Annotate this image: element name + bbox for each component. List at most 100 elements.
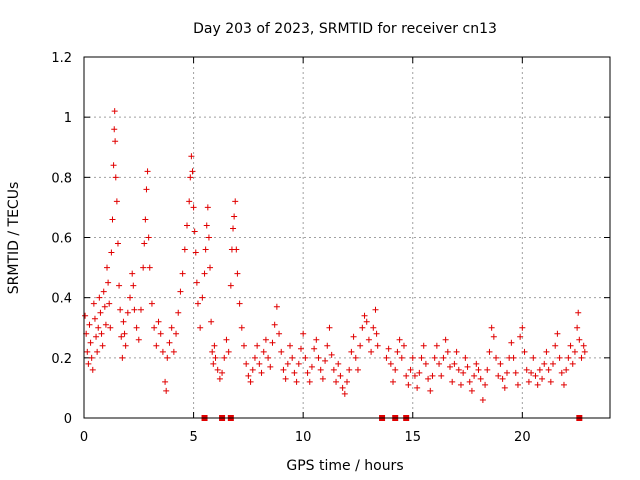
data-point <box>234 270 241 277</box>
data-point <box>82 312 89 319</box>
data-point <box>267 363 274 370</box>
data-point <box>297 345 304 352</box>
data-point <box>501 384 508 391</box>
data-point <box>86 321 93 328</box>
data-point <box>407 366 414 373</box>
data-point <box>137 306 144 313</box>
data-point <box>87 339 94 346</box>
data-point <box>232 198 239 205</box>
data-point <box>166 339 173 346</box>
data-point <box>311 345 318 352</box>
data-point <box>365 336 372 343</box>
data-point <box>153 342 160 349</box>
data-point <box>175 309 182 316</box>
data-point <box>203 222 210 229</box>
data-point <box>168 324 175 331</box>
data-point <box>354 366 361 373</box>
data-point <box>102 321 109 328</box>
data-point <box>308 363 315 370</box>
grid-lines <box>84 57 610 418</box>
data-point <box>373 330 380 337</box>
data-point <box>151 324 158 331</box>
data-point <box>565 354 572 361</box>
data-point <box>157 330 164 337</box>
data-point <box>451 360 458 367</box>
data-point <box>532 372 539 379</box>
data-point <box>322 357 329 364</box>
data-point <box>503 369 510 376</box>
data-point <box>563 366 570 373</box>
data-point <box>190 204 197 211</box>
data-point <box>117 306 124 313</box>
data-point <box>335 360 342 367</box>
data-point <box>337 372 344 379</box>
data-point <box>114 240 121 247</box>
data-point <box>490 333 497 340</box>
data-point <box>352 354 359 361</box>
data-point <box>348 348 355 355</box>
data-point <box>97 309 104 316</box>
y-tick-label: 0 <box>64 412 72 427</box>
data-point <box>578 354 585 361</box>
y-tick-label: 0.2 <box>51 352 72 367</box>
data-point <box>187 174 194 181</box>
data-point <box>302 354 309 361</box>
data-point <box>372 306 379 313</box>
data-point <box>121 330 128 337</box>
data-point <box>514 381 521 388</box>
data-point <box>164 354 171 361</box>
data-point <box>499 375 506 382</box>
data-point <box>211 342 218 349</box>
data-point <box>212 354 219 361</box>
data-point <box>521 348 528 355</box>
x-tick-label: 15 <box>404 430 421 445</box>
data-point <box>510 354 517 361</box>
data-point <box>238 324 245 331</box>
y-tick-labels: 0 0.2 0.4 0.6 0.8 1 1.2 <box>51 51 72 427</box>
data-point <box>113 198 120 205</box>
data-point <box>324 342 331 349</box>
y-tick-label: 1.2 <box>51 51 72 66</box>
data-point <box>216 375 223 382</box>
data-point <box>124 309 131 316</box>
data-point <box>418 354 425 361</box>
data-point <box>144 168 151 175</box>
data-point <box>385 345 392 352</box>
data-point <box>567 342 574 349</box>
data-point <box>85 360 92 367</box>
data-point <box>523 366 530 373</box>
data-point <box>304 369 311 376</box>
data-point <box>519 324 526 331</box>
data-point <box>350 333 357 340</box>
data-point <box>541 360 548 367</box>
data-point <box>173 330 180 337</box>
data-point <box>390 378 397 385</box>
data-point <box>202 246 209 253</box>
data-point <box>580 342 587 349</box>
data-point <box>315 354 322 361</box>
data-point <box>225 348 232 355</box>
data-point <box>339 384 346 391</box>
data-point <box>162 378 169 385</box>
data-point <box>155 318 162 325</box>
x-tick-label: 20 <box>514 430 531 445</box>
data-point <box>116 282 123 289</box>
data-point <box>189 168 196 175</box>
data-point <box>188 153 195 160</box>
data-point <box>436 360 443 367</box>
data-point <box>530 354 537 361</box>
data-point <box>460 369 467 376</box>
data-point <box>333 378 340 385</box>
data-point <box>574 324 581 331</box>
y-tick-label: 0.4 <box>51 292 72 307</box>
data-point <box>129 270 136 277</box>
data-point <box>554 330 561 337</box>
data-point <box>576 336 583 343</box>
data-point <box>204 204 211 211</box>
data-point <box>118 333 125 340</box>
data-point <box>556 354 563 361</box>
x-tick-label: 10 <box>295 430 312 445</box>
data-point <box>361 312 368 319</box>
data-point <box>552 342 559 349</box>
